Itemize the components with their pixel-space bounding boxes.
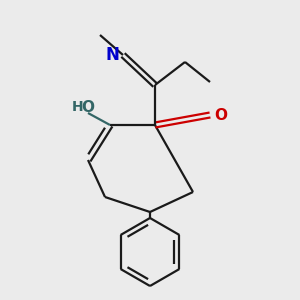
Text: H: H [72, 100, 84, 114]
Text: N: N [105, 46, 119, 64]
Text: O: O [214, 107, 227, 122]
Text: O: O [81, 100, 94, 115]
